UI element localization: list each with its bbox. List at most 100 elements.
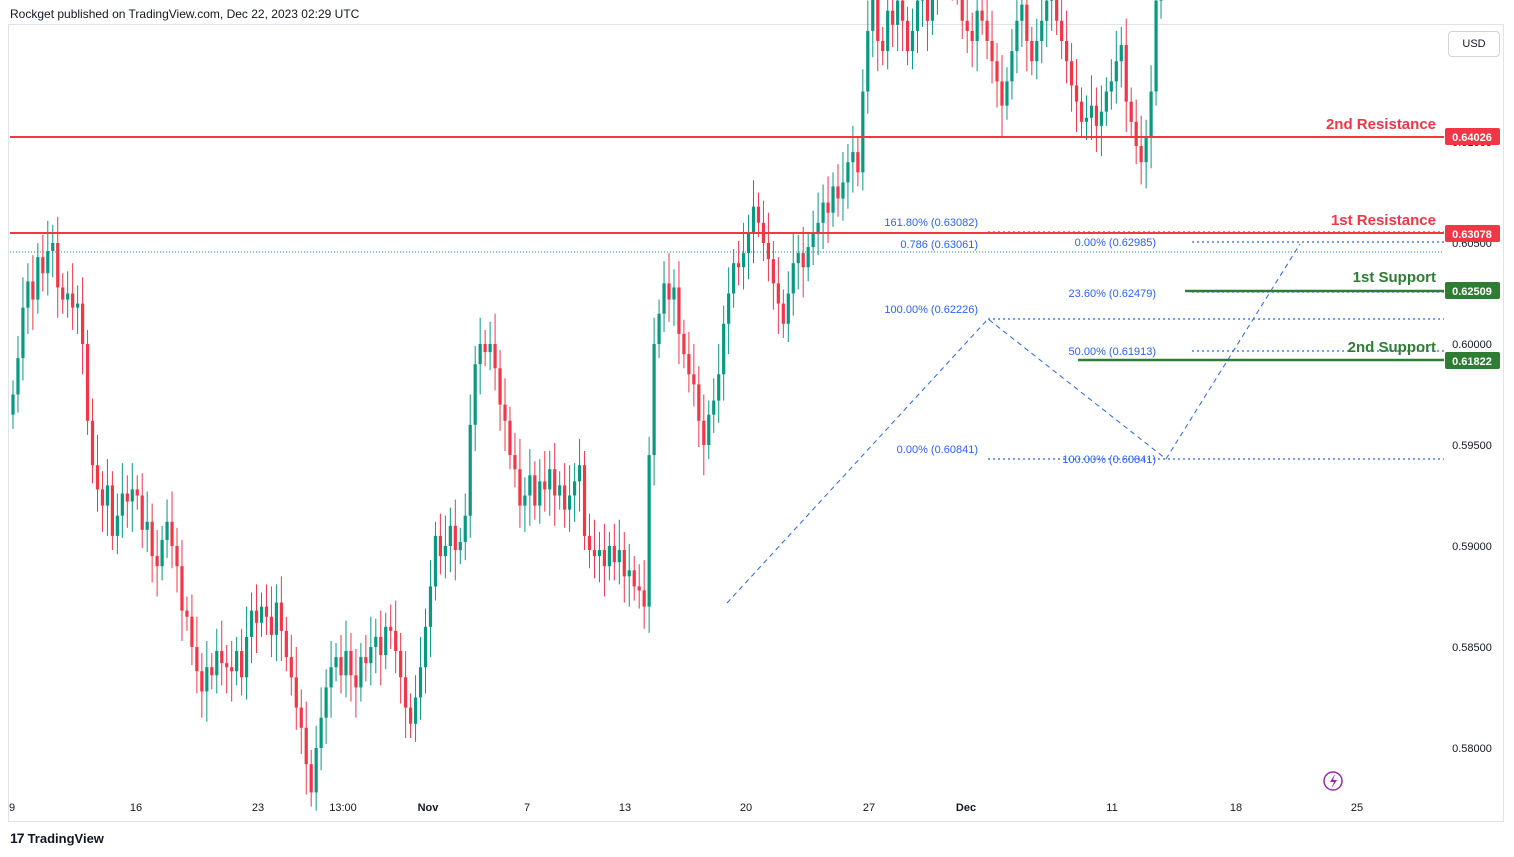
candle xyxy=(364,634,368,682)
candle xyxy=(150,503,154,583)
candle xyxy=(582,451,587,551)
candle xyxy=(1025,0,1029,72)
candle xyxy=(990,10,994,84)
fib-label-0786: 0.786 (0.63061) xyxy=(900,239,978,251)
candle xyxy=(379,610,383,686)
x-tick-label: 16 xyxy=(130,802,142,814)
candle xyxy=(26,263,30,334)
candle xyxy=(249,592,254,664)
candle xyxy=(577,438,582,512)
candle xyxy=(458,527,462,565)
candle xyxy=(632,556,636,601)
candle xyxy=(1000,55,1004,136)
candle xyxy=(692,344,696,407)
candle xyxy=(538,459,542,524)
candle xyxy=(90,398,95,484)
candle xyxy=(369,616,373,686)
candle xyxy=(563,463,567,528)
price-tag-r1: 0.63078 xyxy=(1452,229,1492,241)
candle xyxy=(975,0,979,72)
candle xyxy=(105,459,110,536)
candle xyxy=(71,263,75,330)
tradingview-logo-icon: 17 xyxy=(10,830,25,846)
x-axis: 9 16 23 13:00 Nov 7 13 20 27 Dec 11 18 25 xyxy=(9,802,1363,814)
candle xyxy=(334,642,338,682)
candle xyxy=(76,285,80,334)
candle xyxy=(1035,18,1039,80)
currency-button[interactable]: USD xyxy=(1448,31,1500,57)
candle xyxy=(289,634,293,696)
candle xyxy=(597,531,602,583)
candle xyxy=(956,0,958,5)
candle xyxy=(568,465,572,532)
candle xyxy=(851,125,855,193)
fib-label-161: 161.80% (0.63082) xyxy=(884,217,978,229)
candle xyxy=(463,493,467,561)
candle xyxy=(61,273,65,314)
candle xyxy=(861,69,865,191)
levels-group xyxy=(10,136,1444,362)
candle xyxy=(751,180,756,264)
candle xyxy=(682,319,686,369)
lightning-icon[interactable] xyxy=(1323,771,1343,791)
candle xyxy=(727,267,731,355)
candle xyxy=(1074,59,1079,132)
candle xyxy=(46,220,50,296)
y-tick-label: 0.59000 xyxy=(1452,541,1492,553)
candle xyxy=(175,527,179,593)
candle xyxy=(612,523,616,581)
candle xyxy=(677,261,681,365)
candle xyxy=(1055,0,1059,35)
candle xyxy=(354,649,358,718)
fib-label-0-upper: 0.00% (0.62985) xyxy=(1075,237,1156,249)
candle xyxy=(448,507,452,573)
candle xyxy=(1109,59,1113,110)
candle xyxy=(1154,0,1158,106)
candle xyxy=(617,519,621,585)
price-tag-bg-s2 xyxy=(1445,352,1500,369)
candle xyxy=(1129,87,1133,136)
candle xyxy=(925,0,930,52)
price-tag-s1: 0.62509 xyxy=(1452,286,1492,298)
candle xyxy=(776,257,780,334)
candle xyxy=(866,0,870,114)
candle xyxy=(672,269,676,326)
candle xyxy=(324,669,328,744)
candle xyxy=(240,628,244,696)
candle xyxy=(896,0,900,52)
candle xyxy=(483,329,487,367)
support-1-label: 1st Support xyxy=(1353,269,1436,286)
candle xyxy=(478,317,482,395)
candle xyxy=(811,210,815,266)
candle xyxy=(647,436,651,633)
candle xyxy=(886,0,890,70)
candle xyxy=(592,519,597,579)
candle xyxy=(180,539,184,641)
candle xyxy=(125,475,129,528)
candle xyxy=(652,317,656,486)
candle xyxy=(274,584,278,662)
candle xyxy=(960,0,964,39)
candle xyxy=(876,0,880,72)
candle xyxy=(1099,85,1103,157)
candle xyxy=(970,12,974,68)
candle xyxy=(195,616,199,694)
trend-leg-1 xyxy=(726,318,1167,604)
candle xyxy=(910,8,915,70)
candle xyxy=(558,471,562,510)
candle xyxy=(344,620,348,698)
candle xyxy=(468,394,472,538)
candle xyxy=(936,0,938,15)
x-tick-label: Dec xyxy=(956,802,976,814)
x-tick-label: 11 xyxy=(1106,802,1117,814)
footer-brand: 17 TradingView xyxy=(10,830,104,846)
y-tick-label: 0.58500 xyxy=(1452,642,1492,654)
candle xyxy=(717,344,721,423)
candle xyxy=(518,438,522,528)
candle xyxy=(304,701,308,795)
candle xyxy=(1089,75,1094,140)
candle xyxy=(170,491,174,569)
candle xyxy=(235,636,239,686)
candle xyxy=(965,0,969,54)
